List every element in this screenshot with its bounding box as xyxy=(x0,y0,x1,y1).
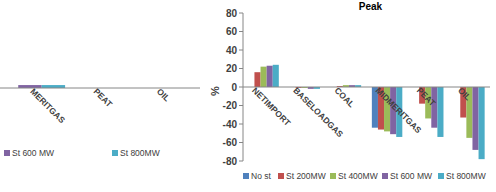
bars xyxy=(248,65,484,159)
y-tick-label: -80 xyxy=(223,156,238,167)
y-axis-label: % xyxy=(209,86,221,96)
legend-swatch xyxy=(330,173,336,179)
bar xyxy=(472,87,478,150)
x-tick-label: PEAT xyxy=(92,86,115,109)
y-tick-label: -60 xyxy=(223,137,238,148)
y-tick xyxy=(239,142,243,143)
chart-canvas: MERITGAS PEAT OIL St 600 MW St 800MW -80 -60 -4… xyxy=(0,0,496,192)
y-tick xyxy=(239,124,243,125)
bar xyxy=(261,67,267,87)
legend-swatch xyxy=(4,150,10,156)
bar xyxy=(431,87,437,128)
legend-swatch xyxy=(438,173,444,179)
x-tick-label: PEAT xyxy=(415,85,438,108)
y-tick-label: -40 xyxy=(223,119,238,130)
legend-label: St 800MW xyxy=(446,171,486,181)
legend-swatch xyxy=(243,173,249,179)
bar xyxy=(479,87,485,159)
chart-title: Peak xyxy=(359,1,383,12)
y-tick-label: 80 xyxy=(226,8,238,19)
x-axis-line xyxy=(243,87,490,88)
y-tick xyxy=(239,68,243,69)
legend-label: St 600 MW xyxy=(390,171,432,181)
legend-swatch xyxy=(112,150,118,156)
legend-label: St 200MW xyxy=(286,171,326,181)
bar xyxy=(267,66,273,87)
y-tick-label: 40 xyxy=(226,45,238,56)
bar xyxy=(437,87,443,137)
y-tick-label: 60 xyxy=(226,26,238,37)
x-tick-label: OIL xyxy=(155,86,172,103)
legend-label: St 800MW xyxy=(120,148,160,158)
y-tick xyxy=(239,161,243,162)
chart-1: -80-60-40-20020406080%PeakNETIMPORTBASEL… xyxy=(209,1,490,181)
legend-label: St 600 MW xyxy=(12,148,54,158)
x-tick-label: OIL xyxy=(456,85,473,102)
legend-label: No st xyxy=(251,171,271,181)
y-tick xyxy=(239,105,243,106)
y-tick xyxy=(239,50,243,51)
y-tick xyxy=(239,31,243,32)
y-tick xyxy=(239,87,243,88)
bar xyxy=(273,65,279,87)
x-tick-label: MERITGAS xyxy=(28,86,67,125)
legend-swatch xyxy=(382,173,388,179)
legend-label: St 400MW xyxy=(338,171,378,181)
x-tick-label: COAL xyxy=(333,85,357,109)
legend-swatch xyxy=(278,173,284,179)
y-tick-label: 20 xyxy=(226,63,238,74)
y-tick-label: 0 xyxy=(231,82,237,93)
y-tick xyxy=(239,13,243,14)
x-tick-label: NETIMPORT xyxy=(250,85,293,128)
y-tick-label: -20 xyxy=(223,100,238,111)
chart-0: MERITGAS PEAT OIL St 600 MW St 800MW xyxy=(0,85,200,158)
